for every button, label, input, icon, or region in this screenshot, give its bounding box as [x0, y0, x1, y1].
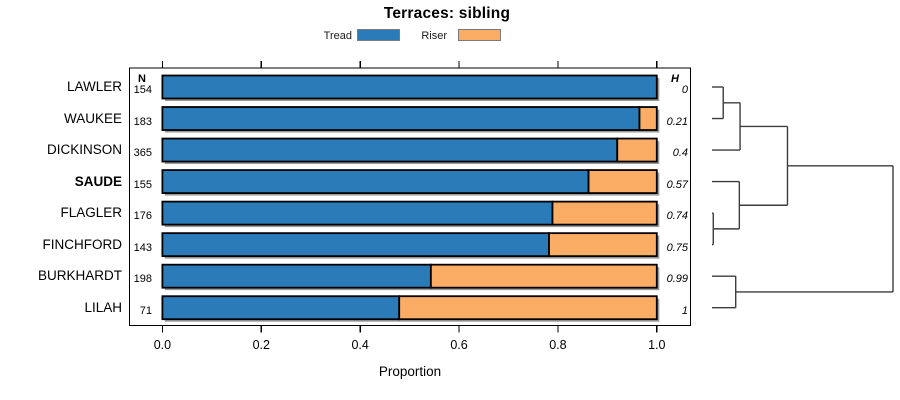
- x-tick-label: 0.6: [450, 338, 468, 352]
- h-column-header: H: [671, 73, 679, 85]
- bar-segment-riser: [429, 263, 658, 289]
- h-value: 1: [681, 304, 688, 317]
- n-value: 176: [133, 210, 152, 223]
- n-value: 198: [133, 273, 152, 286]
- x-tick-label: 1.0: [648, 338, 666, 352]
- n-value: 155: [133, 178, 152, 191]
- legend-label-riser: Riser: [421, 30, 447, 42]
- n-column-header: N: [138, 73, 146, 85]
- h-value: 0: [681, 84, 688, 96]
- bar-segment-riser: [551, 200, 658, 226]
- x-tick-label: 0.4: [351, 338, 369, 352]
- h-value: 0.75: [666, 241, 688, 254]
- row-label-finchford: FINCHFORD: [42, 236, 123, 252]
- row-label-saude: SAUDE: [74, 173, 122, 189]
- row-label-lawler: LAWLER: [66, 79, 122, 94]
- chart-title: Terraces: sibling: [383, 5, 511, 22]
- legend-swatch-riser: [458, 29, 501, 41]
- bar-segment-tread: [161, 232, 550, 258]
- x-axis-title: Proportion: [378, 364, 442, 379]
- bar-segment-riser: [616, 137, 658, 163]
- bar-segment-tread: [161, 169, 590, 194]
- bars: [161, 74, 660, 322]
- dendrogram: [712, 86, 894, 309]
- h-value: 0.57: [666, 178, 688, 191]
- n-value: 365: [133, 147, 152, 160]
- h-value: 0.4: [672, 147, 688, 160]
- bar-segment-riser: [548, 232, 658, 258]
- bar-segment-tread: [161, 263, 432, 289]
- row-label-waukee: WAUKEE: [63, 110, 122, 126]
- bar-segment-tread: [161, 137, 619, 163]
- x-tick-label: 0.0: [153, 338, 172, 352]
- n-value: 154: [133, 84, 152, 96]
- h-value: 0.99: [666, 273, 688, 286]
- bar-segment-riser: [587, 169, 658, 194]
- row-label-dickinson: DICKINSON: [46, 142, 122, 158]
- legend-label-tread: Tread: [323, 30, 352, 42]
- bar-segment-riser: [398, 295, 658, 321]
- n-value: 71: [139, 304, 152, 317]
- bar-segment-tread: [161, 106, 641, 131]
- x-tick-label: 0.2: [252, 338, 270, 352]
- row-label-burkhardt: BURKHARDT: [37, 268, 122, 284]
- bar-segment-tread: [161, 200, 554, 226]
- axis-ticks: [161, 61, 658, 333]
- n-value: 183: [133, 115, 152, 128]
- row-label-flagler: FLAGLER: [60, 205, 122, 221]
- legend-swatch-tread: [357, 29, 400, 41]
- bar-segment-tread: [161, 74, 658, 100]
- row-label-lilah: LILAH: [84, 299, 122, 315]
- h-value: 0.21: [666, 115, 688, 128]
- bar-segment-riser: [638, 106, 658, 131]
- n-value: 143: [133, 241, 152, 254]
- bar-segment-tread: [161, 295, 401, 321]
- h-value: 0.74: [666, 210, 688, 223]
- x-tick-label: 0.8: [549, 338, 567, 352]
